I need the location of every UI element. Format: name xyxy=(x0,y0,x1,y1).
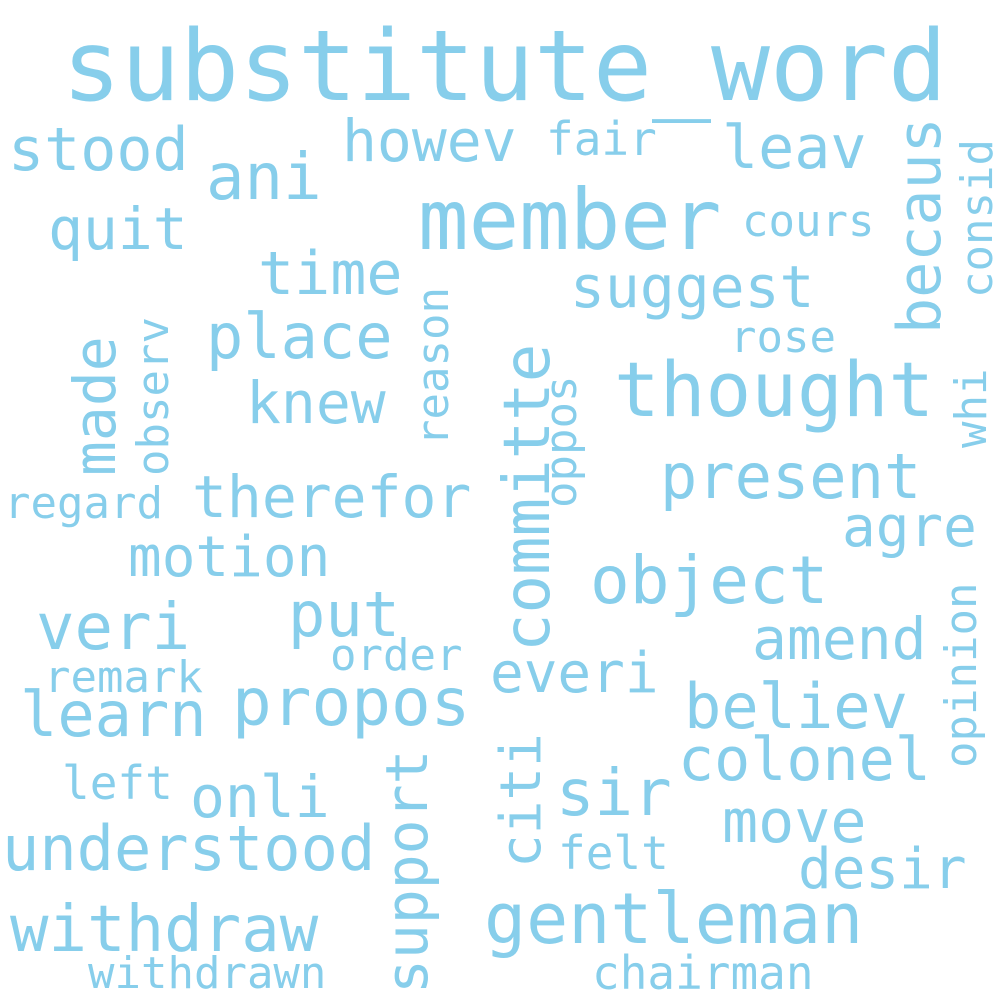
word-object: object xyxy=(590,542,829,619)
word-propos: propos xyxy=(232,664,471,741)
word-knew: knew xyxy=(246,369,386,437)
word-howev: howev xyxy=(342,107,517,175)
word-made: made xyxy=(61,336,129,476)
word-suggest: suggest xyxy=(570,253,815,321)
word-reason: reason xyxy=(408,287,459,446)
word-put: put xyxy=(288,578,400,651)
word-everi: everi xyxy=(490,641,659,706)
word-oppos: oppos xyxy=(536,375,587,508)
word-fair: fair xyxy=(546,112,657,166)
word-ani: ani xyxy=(206,141,322,215)
word-member: member xyxy=(418,171,722,269)
word-becaus: becaus xyxy=(885,117,955,334)
word-leav: leav xyxy=(722,113,867,183)
word-time: time xyxy=(258,239,403,309)
word-believ: believ xyxy=(684,670,908,743)
word-desir: desir xyxy=(798,837,967,902)
word-learn: learn xyxy=(20,678,207,751)
word-place: place xyxy=(206,300,393,373)
word-remark: remark xyxy=(44,652,203,703)
word-move: move xyxy=(722,787,867,857)
word-order: order xyxy=(330,630,463,681)
word-veri: veri xyxy=(36,591,191,665)
word-withdraw: withdraw xyxy=(10,893,319,967)
word-motion: motion xyxy=(128,525,331,590)
word-amend: amend xyxy=(752,605,927,673)
word-gentleman: gentleman xyxy=(484,878,864,960)
word-cours: cours xyxy=(742,196,875,247)
word-colonel: colonel xyxy=(678,725,931,795)
word-consid: consid xyxy=(952,139,1000,298)
word-agre: agre xyxy=(842,495,977,560)
word-opinion: opinion xyxy=(936,582,987,768)
word-thought: thought xyxy=(614,345,935,434)
word-therefor: therefor xyxy=(192,463,472,531)
word-citi: citi xyxy=(489,733,554,868)
word-observ: observ xyxy=(128,317,179,476)
word-sir: sir xyxy=(556,757,672,831)
word-stood: stood xyxy=(8,115,189,185)
word-present: present xyxy=(660,440,922,513)
word-substitute-word: substitute_word xyxy=(62,10,948,124)
word-quit: quit xyxy=(48,195,188,263)
word-chairman: chairman xyxy=(592,946,814,1000)
word-left: left xyxy=(62,756,173,810)
word-rose: rose xyxy=(730,312,836,363)
word-understood: understood xyxy=(2,812,376,885)
word-support: support xyxy=(373,749,441,994)
word-regard: regard xyxy=(4,478,163,529)
word-felt: felt xyxy=(558,826,669,880)
word-onli: onli xyxy=(190,763,330,831)
word-whi: whi xyxy=(946,368,997,448)
word-withdrawn: withdrawn xyxy=(88,948,327,999)
